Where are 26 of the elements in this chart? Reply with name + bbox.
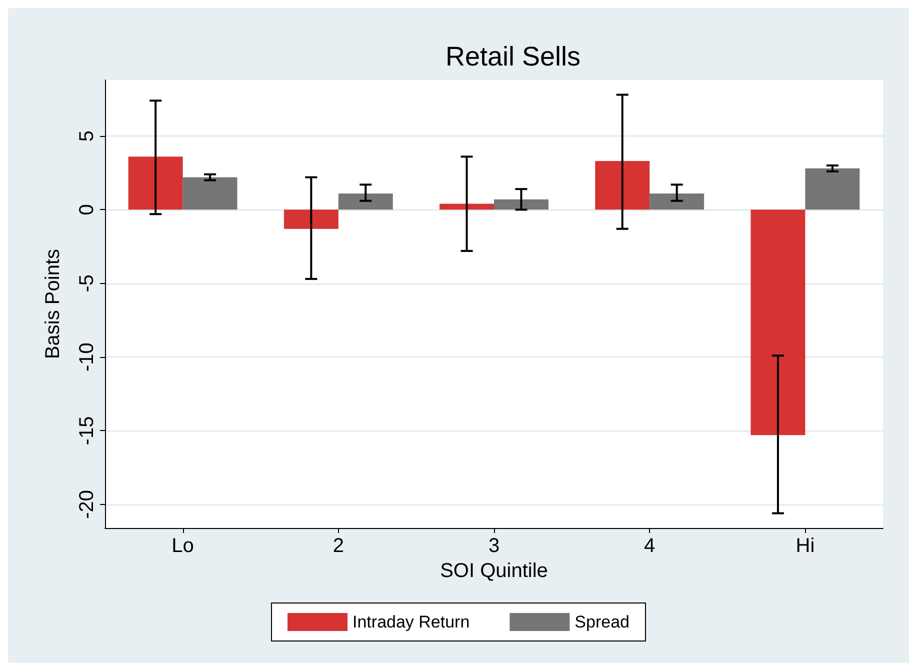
y-tick-label: -20 (76, 490, 98, 519)
y-tick-label: -5 (76, 274, 98, 292)
chart-title: Retail Sells (445, 42, 581, 72)
bar (338, 193, 393, 210)
x-axis-title: SOI Quintile (440, 560, 548, 582)
x-tick-label: 4 (644, 535, 656, 557)
y-tick-label: 5 (76, 130, 98, 142)
y-axis-title: Basis Points (42, 248, 64, 360)
bar (494, 199, 548, 210)
bar (805, 168, 860, 210)
bar (650, 193, 704, 210)
bar (595, 161, 650, 210)
x-tick-label: Lo (172, 535, 194, 557)
bar (284, 210, 338, 229)
x-tick-label: Hi (796, 535, 815, 557)
y-tick-label: 0 (76, 204, 98, 216)
x-tick-label: 2 (332, 535, 344, 557)
legend-label: Spread (574, 612, 630, 632)
legend-label: Intraday Return (352, 612, 470, 632)
bar (750, 210, 806, 436)
x-tick-label: 3 (488, 535, 500, 557)
bar (182, 177, 238, 210)
y-tick-label: -10 (76, 342, 98, 372)
y-tick-label: -15 (76, 416, 98, 446)
bar (128, 156, 183, 210)
bar (440, 204, 494, 210)
